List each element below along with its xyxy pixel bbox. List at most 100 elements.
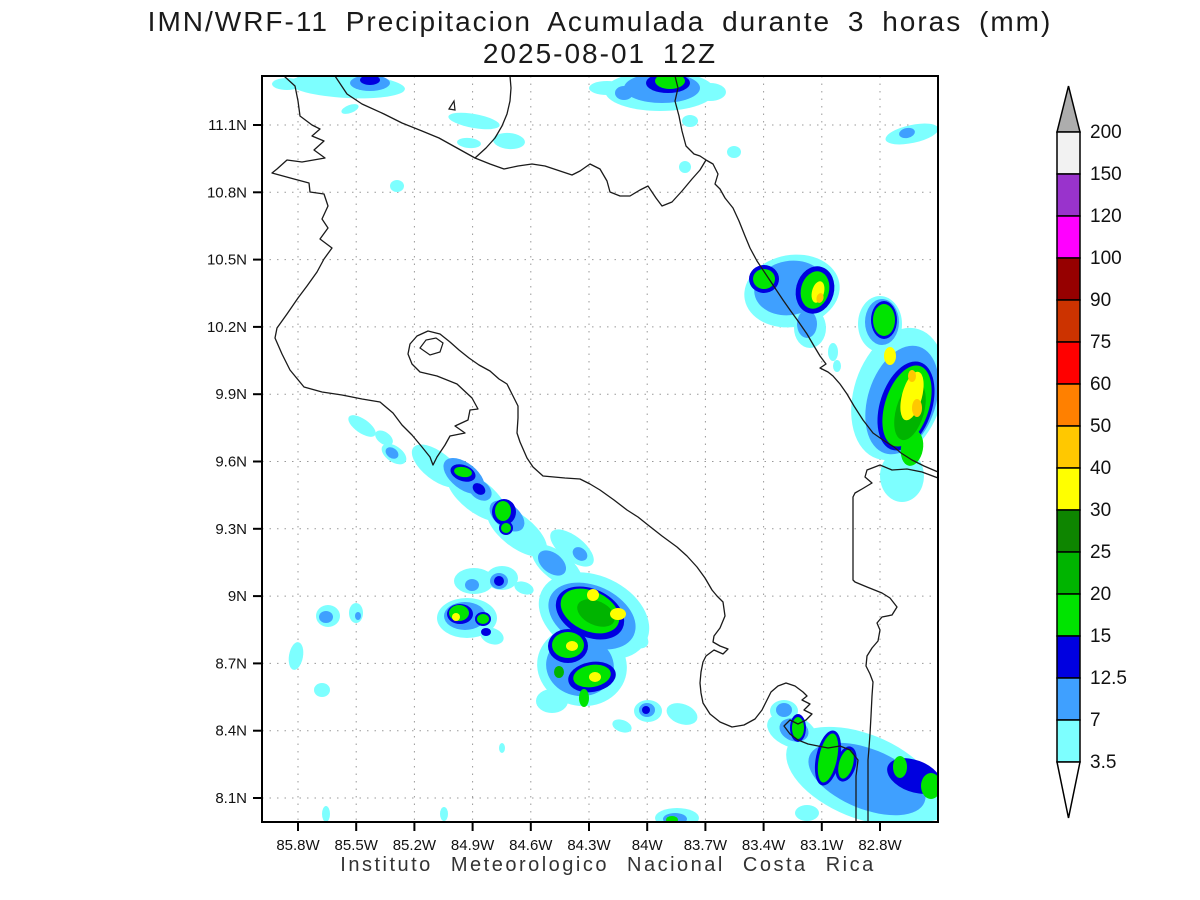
- colorbar-label: 75: [1090, 332, 1111, 353]
- colorbar-segment: [1056, 299, 1081, 343]
- colorbar-segment: [1056, 635, 1081, 679]
- colorbar-segment: [1056, 383, 1081, 427]
- precip-cell: [355, 612, 361, 620]
- precip-cell: [440, 807, 448, 821]
- precipitation-shading: [272, 76, 938, 822]
- colorbar-label: 12.5: [1090, 668, 1127, 689]
- x-tick-label: 83.7W: [684, 837, 728, 854]
- precip-cell: [349, 603, 363, 623]
- chira-island-outline: [419, 337, 444, 356]
- x-axis-tick-labels: 85.8W 85.5W 85.2W 84.9W 84.6W 84.3W 84W 83.7W 83…: [276, 837, 902, 854]
- colorbar-legend: 200 150 120 100 90 75 60 50 40 30 25 20 15 12.5 7 3.5: [1056, 85, 1127, 819]
- costa-rica-panama-border-coast: [852, 464, 938, 822]
- precip-cell: [666, 816, 678, 822]
- precip-cell: [465, 579, 479, 591]
- colorbar-label: 15: [1090, 626, 1111, 647]
- precip-cell: [828, 343, 838, 361]
- precip-cell: [589, 672, 601, 682]
- precip-cell: [360, 76, 380, 85]
- precip-cell: [448, 112, 500, 130]
- precip-cell: [390, 180, 404, 192]
- colorbar-under-arrow: [1056, 761, 1081, 819]
- precip-cell: [615, 86, 633, 100]
- colorbar-label: 90: [1090, 290, 1111, 311]
- x-tick-label: 84.9W: [451, 837, 495, 854]
- precip-cell: [348, 415, 376, 437]
- precip-cell: [666, 703, 698, 725]
- precip-cell: [514, 581, 534, 595]
- footer-attribution: Instituto Meteorologico Nacional Costa R…: [340, 854, 876, 876]
- colorbar-segment: [1056, 467, 1081, 511]
- y-tick-label: 9N: [228, 588, 247, 605]
- precip-cell: [454, 466, 472, 478]
- precip-cell: [537, 550, 567, 576]
- precip-cell: [792, 717, 804, 739]
- precip-cell: [694, 83, 726, 101]
- precip-cell: [884, 347, 896, 365]
- precip-cell: [319, 611, 333, 623]
- precip-cell: [501, 523, 511, 533]
- costa-rica-nicaragua-border: [474, 157, 707, 207]
- x-tick-label: 84.6W: [509, 837, 553, 854]
- y-tick-label: 8.1N: [215, 790, 247, 807]
- precip-cell: [679, 161, 691, 173]
- precip-cell: [314, 683, 330, 697]
- colorbar-label: 200: [1090, 122, 1122, 143]
- precip-cell: [642, 706, 650, 714]
- precip-cell: [494, 576, 504, 586]
- colorbar-label: 50: [1090, 416, 1111, 437]
- precip-cell: [495, 501, 511, 521]
- precip-cell: [577, 599, 615, 627]
- colorbar-label: 30: [1090, 500, 1111, 521]
- precip-cell: [587, 589, 599, 601]
- precip-cell: [272, 78, 302, 90]
- colorbar-label: 7: [1090, 710, 1101, 731]
- precip-cell: [893, 756, 907, 778]
- precip-cell: [610, 608, 626, 620]
- y-tick-label: 8.7N: [215, 655, 247, 672]
- colorbar-segment: [1056, 425, 1081, 469]
- colorbar-segment: [1056, 677, 1081, 721]
- precip-cell: [838, 749, 854, 779]
- precip-cell: [612, 719, 632, 733]
- map-plot: 11.1N 10.8N 10.5N 10.2N 9.9N 9.6N 9.3N 9N 8.7N 8.…: [207, 75, 939, 854]
- precip-cell: [472, 483, 486, 495]
- caribbean-coastline: [674, 76, 938, 473]
- x-tick-label: 83.4W: [742, 837, 786, 854]
- precip-cell: [452, 613, 460, 621]
- coastline-borders: [271, 76, 938, 822]
- colorbar-segment: [1056, 719, 1081, 763]
- precip-cell: [288, 642, 304, 670]
- precip-cell: [682, 115, 698, 127]
- y-tick-label: 10.5N: [207, 252, 247, 269]
- y-tick-label: 10.8N: [207, 184, 247, 201]
- colorbar-label: 20: [1090, 584, 1111, 605]
- x-tick-label: 84W: [632, 837, 664, 854]
- y-tick-label: 11.1N: [208, 117, 247, 134]
- colorbar-segment: [1056, 341, 1081, 385]
- precip-cell: [385, 447, 399, 459]
- precip-cell: [341, 104, 359, 114]
- chart-subtitle-datetime: 2025-08-01 12Z: [482, 38, 718, 69]
- colorbar-label: 150: [1090, 164, 1122, 185]
- precip-cell: [481, 628, 491, 636]
- colorbar-segment: [1056, 551, 1081, 595]
- precip-cell: [375, 430, 393, 446]
- colorbar-segment: [1056, 509, 1081, 553]
- precip-cell: [921, 773, 938, 799]
- colorbar-over-arrow: [1056, 85, 1081, 133]
- precip-cell: [536, 689, 568, 713]
- y-tick-label: 9.9N: [215, 386, 247, 403]
- colorbar-label: 60: [1090, 374, 1111, 395]
- precip-cell: [912, 399, 922, 417]
- precip-cell: [797, 310, 817, 338]
- precip-cell: [795, 805, 819, 821]
- colorbar-label: 3.5: [1090, 752, 1116, 773]
- lake-nicaragua-shore: [334, 76, 512, 159]
- colorbar-label: 100: [1090, 248, 1122, 269]
- precip-cell: [908, 370, 916, 382]
- precip-cell: [899, 127, 915, 139]
- x-tick-label: 82.8W: [858, 837, 902, 854]
